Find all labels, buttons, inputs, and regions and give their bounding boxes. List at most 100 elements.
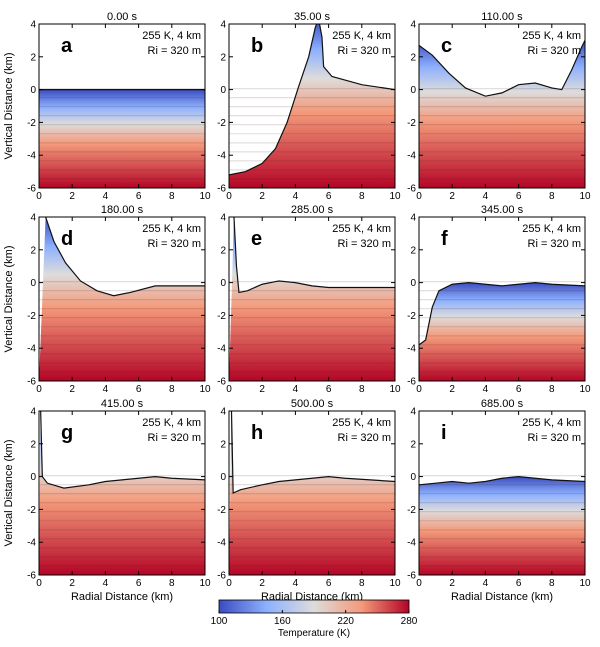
- y-tick-label: 2: [220, 245, 226, 256]
- x-tick-label: 10: [579, 384, 591, 395]
- y-tick-label: 2: [410, 245, 416, 256]
- x-tick-label: 2: [449, 191, 455, 202]
- panel-i: 0 2 4 6 8 10 -6 -4 -2 0 2 4 685.00 s i 255 K, 4 km Ri =…: [407, 398, 591, 603]
- x-tick-label: 0: [36, 384, 42, 395]
- y-axis-label: Vertical Distance (km): [3, 246, 15, 353]
- panel-a: 0 2 4 6 8 10 -6 -4 -2 0 2 4 0.00 s a 255 K, 4 km Ri = 3…: [3, 11, 211, 202]
- panel-info-temp: 255 K, 4 km: [142, 417, 201, 429]
- panel-letter: f: [441, 228, 448, 250]
- panel-info-temp: 255 K, 4 km: [332, 30, 391, 42]
- y-tick-label: 4: [30, 20, 36, 31]
- y-tick-label: -4: [27, 344, 36, 355]
- y-tick-label: 2: [220, 439, 226, 450]
- surface-line: [233, 217, 395, 294]
- y-tick-label: 0: [220, 472, 226, 483]
- plot-frame: [38, 216, 206, 382]
- y-tick-label: -6: [217, 571, 226, 582]
- panel-info-temp: 255 K, 4 km: [142, 223, 201, 235]
- colorbar-tick-label: 220: [337, 616, 354, 627]
- y-tick-label: -6: [27, 377, 36, 388]
- panel-time: 345.00 s: [481, 204, 524, 216]
- x-tick-label: 0: [226, 578, 232, 589]
- x-axis-label: Radial Distance (km): [451, 591, 553, 603]
- x-tick-label: 2: [259, 578, 265, 589]
- x-tick-label: 6: [516, 384, 522, 395]
- y-tick-label: 2: [220, 52, 226, 63]
- x-tick-label: 0: [416, 384, 422, 395]
- temperature-field: [229, 217, 395, 381]
- panel-time: 500.00 s: [291, 398, 334, 410]
- x-tick-label: 8: [359, 384, 365, 395]
- x-tick-label: 4: [103, 384, 109, 395]
- x-axis-label: Radial Distance (km): [71, 591, 173, 603]
- x-tick-label: 4: [483, 384, 489, 395]
- plot-frame: [418, 23, 586, 189]
- y-tick-label: -4: [217, 344, 226, 355]
- x-tick-label: 10: [389, 191, 401, 202]
- panel-info-temp: 255 K, 4 km: [522, 30, 581, 42]
- y-tick-label: 4: [220, 20, 226, 31]
- panel-letter: h: [251, 422, 263, 444]
- colorbar-tick-label: 160: [274, 616, 291, 627]
- y-tick-label: 4: [30, 407, 36, 418]
- panel-info-radius: Ri = 320 m: [338, 432, 392, 444]
- y-tick-label: -6: [217, 184, 226, 195]
- panel-info-temp: 255 K, 4 km: [332, 223, 391, 235]
- y-tick-label: 4: [220, 407, 226, 418]
- x-tick-label: 8: [169, 578, 175, 589]
- plot-frame: [228, 410, 396, 576]
- y-tick-label: 2: [30, 439, 36, 450]
- x-tick-label: 10: [199, 384, 211, 395]
- surface-line: [419, 281, 585, 346]
- panel-grid: 0 2 4 6 8 10 -6 -4 -2 0 2 4 0.00 s a 255 K, 4 km Ri = 3…: [3, 11, 591, 603]
- x-tick-label: 4: [103, 191, 109, 202]
- x-tick-label: 0: [416, 578, 422, 589]
- x-tick-label: 2: [69, 384, 75, 395]
- y-tick-label: -4: [27, 151, 36, 162]
- colorbar-label: Temperature (K): [278, 628, 350, 639]
- y-tick-label: 0: [410, 278, 416, 289]
- y-tick-label: -4: [217, 538, 226, 549]
- x-tick-label: 8: [359, 578, 365, 589]
- y-tick-label: -2: [217, 118, 226, 129]
- x-tick-label: 4: [293, 384, 299, 395]
- x-tick-label: 0: [226, 191, 232, 202]
- y-tick-label: -2: [407, 311, 416, 322]
- panel-info-radius: Ri = 320 m: [338, 45, 392, 57]
- x-tick-label: 0: [36, 578, 42, 589]
- surface-line: [229, 24, 395, 176]
- x-tick-label: 8: [169, 384, 175, 395]
- y-tick-label: -2: [407, 505, 416, 516]
- x-tick-label: 0: [226, 384, 232, 395]
- temperature-field: [39, 217, 205, 381]
- y-tick-label: -2: [407, 118, 416, 129]
- colorbar-tick-label: 100: [211, 616, 228, 627]
- colorbar: 100 160 220 280 Temperature (K): [211, 599, 418, 639]
- y-tick-label: -4: [407, 151, 416, 162]
- panel-letter: a: [61, 35, 73, 57]
- panel-info-radius: Ri = 320 m: [148, 432, 202, 444]
- x-tick-label: 8: [549, 191, 555, 202]
- panel-letter: i: [441, 422, 447, 444]
- y-tick-label: 4: [410, 213, 416, 224]
- y-tick-label: 2: [410, 52, 416, 63]
- y-tick-label: -6: [27, 571, 36, 582]
- x-tick-label: 6: [326, 578, 332, 589]
- panel-c: 0 2 4 6 8 10 -6 -4 -2 0 2 4 110.00 s c 255 K, 4 km Ri =…: [407, 11, 591, 202]
- panel-info-temp: 255 K, 4 km: [522, 223, 581, 235]
- panel-time: 285.00 s: [291, 204, 334, 216]
- x-tick-label: 2: [449, 578, 455, 589]
- panel-info-radius: Ri = 320 m: [528, 238, 582, 250]
- plot-frame: [228, 216, 396, 382]
- panel-e: 0 2 4 6 8 10 -6 -4 -2 0 2 4 285.00 s e 255 K, 4 km Ri =…: [217, 204, 401, 395]
- x-tick-label: 6: [136, 191, 142, 202]
- x-tick-label: 4: [483, 191, 489, 202]
- x-tick-label: 0: [416, 191, 422, 202]
- panel-info-radius: Ri = 320 m: [148, 238, 202, 250]
- panel-time: 685.00 s: [481, 398, 524, 410]
- y-tick-label: 2: [30, 52, 36, 63]
- plot-frame: [228, 23, 396, 189]
- panel-letter: e: [251, 228, 262, 250]
- x-tick-label: 2: [449, 384, 455, 395]
